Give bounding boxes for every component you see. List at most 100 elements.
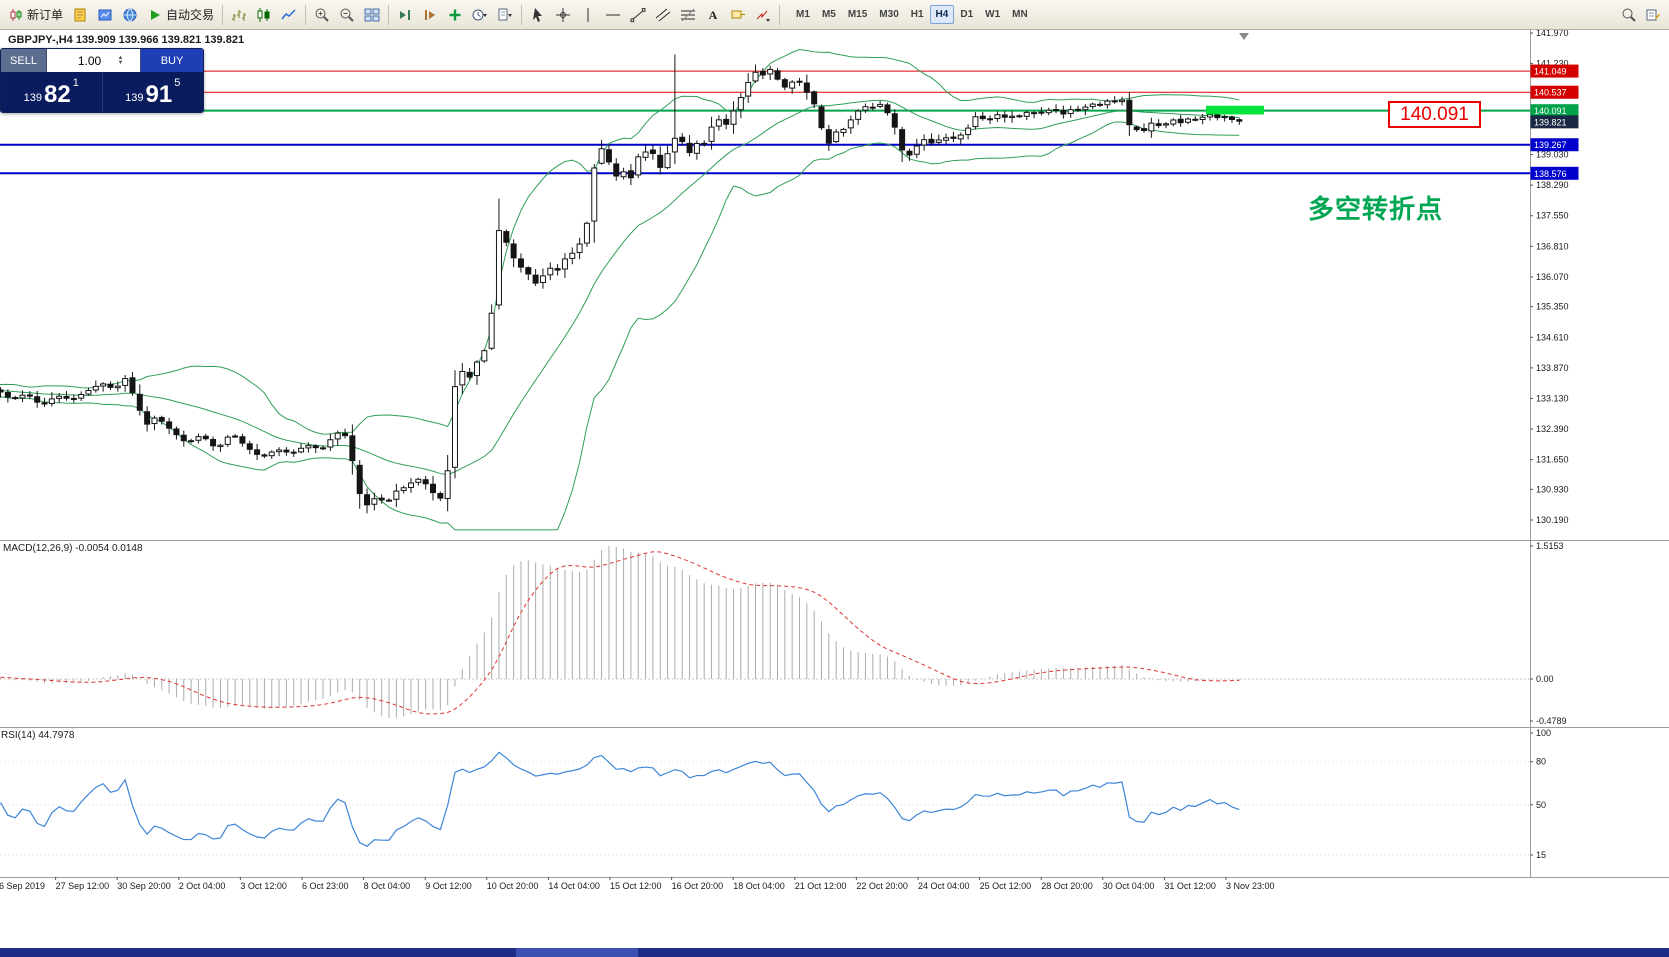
svg-text:140.091: 140.091 <box>1534 106 1567 116</box>
community-button[interactable] <box>118 3 142 27</box>
timeframe-mn-button[interactable]: MN <box>1012 9 1028 20</box>
chart-shift-marker[interactable] <box>1239 33 1249 40</box>
crosshair-icon <box>556 7 571 22</box>
spinner-up-icon[interactable]: ▲ <box>117 54 124 61</box>
clock-icon <box>472 9 488 20</box>
timeframe-w1-button[interactable]: W1 <box>985 9 1001 20</box>
bar-chart-icon <box>232 9 247 21</box>
horizontal-line-button[interactable] <box>601 3 625 27</box>
cursor-button[interactable] <box>526 3 550 27</box>
svg-text:30 Sep 20:00: 30 Sep 20:00 <box>117 881 171 891</box>
timeframe-h4-button[interactable]: H4 <box>929 5 955 24</box>
search-icon <box>1622 8 1636 22</box>
svg-text:24 Oct 04:00: 24 Oct 04:00 <box>918 881 970 891</box>
scrollbar-thumb[interactable] <box>516 948 638 957</box>
vertical-line-button[interactable] <box>576 3 600 27</box>
auto-trading-button[interactable]: 自动交易 <box>143 3 218 27</box>
svg-text:141.230: 141.230 <box>1536 59 1569 69</box>
channel-icon <box>655 8 671 21</box>
price-level-box[interactable]: 140.091 <box>1388 101 1481 128</box>
search-button[interactable] <box>1617 3 1641 27</box>
text-label-icon <box>731 10 746 18</box>
highlight-zone[interactable] <box>1206 105 1264 115</box>
channel-button[interactable] <box>651 3 675 27</box>
trendline-icon <box>630 7 646 22</box>
volume-input[interactable] <box>63 53 116 68</box>
svg-text:138.576: 138.576 <box>1534 169 1567 179</box>
chart-symbol-label: GBPJPY-,H4 139.909 139.966 139.821 139.8… <box>8 34 245 46</box>
auto-scroll-icon <box>400 9 411 20</box>
svg-text:18 Oct 04:00: 18 Oct 04:00 <box>733 881 785 891</box>
bar-chart-button[interactable] <box>227 3 251 27</box>
periods-button[interactable] <box>468 3 492 27</box>
buy-price-button[interactable]: 139 91 5 <box>103 72 204 112</box>
svg-text:-0.4789: -0.4789 <box>1536 716 1567 726</box>
svg-text:132.390: 132.390 <box>1536 424 1569 434</box>
sell-price-button[interactable]: 139 82 1 <box>1 72 103 112</box>
indicators-button[interactable] <box>443 3 467 27</box>
chart-shift-icon <box>425 9 436 20</box>
toolbar-separator <box>305 4 307 25</box>
svg-text:140.537: 140.537 <box>1534 88 1567 98</box>
new-order-button[interactable]: 新订单 <box>4 3 67 27</box>
text-button[interactable]: A <box>701 3 725 27</box>
one-click-trading-panel: SELL ▲▼ BUY 139 82 1 139 91 5 <box>0 48 204 113</box>
zoom-out-button[interactable] <box>335 3 359 27</box>
buy-price-prefix: 139 <box>125 92 144 104</box>
candlestick-chart-button[interactable] <box>252 3 276 27</box>
zoom-in-button[interactable] <box>310 3 334 27</box>
line-chart-button[interactable] <box>277 3 301 27</box>
timeframe-m5-button[interactable]: M5 <box>821 9 836 20</box>
volume-spinner[interactable]: ▲ ▼ <box>117 54 124 66</box>
svg-text:141.970: 141.970 <box>1536 28 1569 38</box>
horizontal-scrollbar[interactable] <box>0 948 1669 957</box>
svg-text:21 Oct 12:00: 21 Oct 12:00 <box>795 881 847 891</box>
svg-text:130.930: 130.930 <box>1536 484 1569 494</box>
tile-windows-icon <box>364 8 380 21</box>
spinner-down-icon[interactable]: ▼ <box>117 59 124 66</box>
auto-scroll-button[interactable] <box>393 3 417 27</box>
rsi-indicator-label: RSI(14) 44.7978 <box>1 730 75 741</box>
sell-price-prefix: 139 <box>23 92 43 104</box>
buy-button[interactable]: BUY <box>141 49 203 72</box>
templates-button[interactable] <box>493 3 517 27</box>
sell-button[interactable]: SELL <box>1 49 46 72</box>
new-order-icon <box>10 8 22 21</box>
sell-price-main: 82 <box>44 81 71 108</box>
timeframe-m30-button[interactable]: M30 <box>879 9 899 20</box>
timeframe-d1-button[interactable]: D1 <box>960 9 974 20</box>
bb-middle <box>0 99 1240 476</box>
macd-indicator-label: MACD(12,26,9) -0.0054 0.0148 <box>3 543 143 554</box>
svg-text:137.550: 137.550 <box>1536 211 1569 221</box>
svg-text:1.5153: 1.5153 <box>1536 541 1564 551</box>
text-label-button[interactable] <box>726 3 750 27</box>
buy-price-sup: 5 <box>174 77 181 89</box>
crosshair-button[interactable] <box>551 3 575 27</box>
svg-text:139.030: 139.030 <box>1536 150 1569 160</box>
svg-text:136.070: 136.070 <box>1536 272 1569 282</box>
metaeditor-button[interactable] <box>68 3 92 27</box>
market-button[interactable] <box>93 3 117 27</box>
timeframe-h1-button[interactable]: H1 <box>910 9 924 20</box>
template-icon <box>498 8 513 20</box>
timeframe-m1-button[interactable]: M1 <box>796 9 810 20</box>
rsi-plot <box>0 751 1530 856</box>
fibonacci-button[interactable] <box>676 3 700 27</box>
axis-badge-139.267: 139.267 <box>1530 138 1579 152</box>
svg-text:135.350: 135.350 <box>1536 302 1569 312</box>
bb-lower <box>0 121 1240 531</box>
svg-text:6 Oct 23:00: 6 Oct 23:00 <box>302 881 349 891</box>
trendline-button[interactable] <box>626 3 650 27</box>
auto-trading-play-icon <box>151 9 161 20</box>
timeframe-m15-button[interactable]: M15 <box>847 9 868 20</box>
svg-text:27 Sep 12:00: 27 Sep 12:00 <box>56 881 110 891</box>
toolbar-separator <box>388 4 390 25</box>
news-button[interactable] <box>1641 3 1665 27</box>
tile-windows-button[interactable] <box>360 3 384 27</box>
arrows-button[interactable] <box>751 3 775 27</box>
volume-control: ▲▼ <box>46 49 141 72</box>
svg-text:26 Sep 2019: 26 Sep 2019 <box>0 881 45 891</box>
chart-annotation-text[interactable]: 多空转折点 <box>1308 194 1444 224</box>
chart-shift-button[interactable] <box>418 3 442 27</box>
